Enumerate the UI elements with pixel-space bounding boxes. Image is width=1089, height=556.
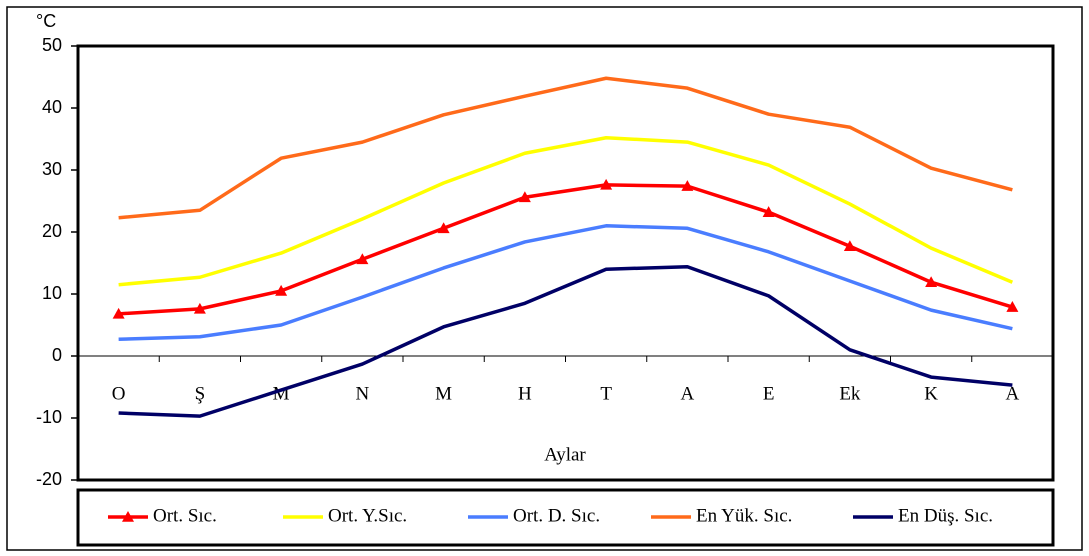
plot-area xyxy=(76,44,1055,482)
x-tick-label: Ş xyxy=(195,383,206,404)
x-tick-label: K xyxy=(924,383,938,404)
y-tick-label: 30 xyxy=(42,159,62,179)
x-tick-label: M xyxy=(435,383,452,404)
point-marker xyxy=(437,222,450,234)
point-marker xyxy=(762,206,775,217)
legend-label: En Yük. Sıc. xyxy=(696,505,792,526)
y-tick-label: 0 xyxy=(52,345,62,365)
x-tick-label: A xyxy=(1006,383,1020,404)
legend-marker xyxy=(122,511,134,522)
y-unit-label: °C xyxy=(36,11,56,31)
y-tick-label: -20 xyxy=(36,469,62,489)
legend-label: Ort. Y.Sıc. xyxy=(328,505,407,526)
series-line xyxy=(118,264,1013,418)
point-marker xyxy=(275,284,288,296)
x-tick-label: A xyxy=(681,383,695,404)
legend-label: Ort. D. Sıc. xyxy=(513,505,600,526)
series-line xyxy=(118,136,1014,287)
y-tick-label: 20 xyxy=(42,221,62,241)
legend-label: Ort. Sıc. xyxy=(153,505,217,526)
x-tick-label: T xyxy=(600,383,612,404)
legend-label: En Düş. Sıc. xyxy=(898,505,993,526)
point-marker xyxy=(681,180,694,191)
point-marker xyxy=(518,191,531,203)
y-tick-label: 50 xyxy=(42,35,62,55)
y-tick-label: -10 xyxy=(36,407,62,427)
point-marker xyxy=(193,302,206,314)
x-tick-label: Ek xyxy=(839,383,861,404)
point-marker xyxy=(1006,301,1019,312)
point-marker xyxy=(356,253,369,265)
series-line xyxy=(118,183,1013,316)
x-tick-label: N xyxy=(356,383,370,404)
y-tick-label: 10 xyxy=(42,283,62,303)
y-tick-label: 40 xyxy=(42,97,62,117)
x-tick-label: O xyxy=(112,383,126,404)
point-marker xyxy=(925,276,938,288)
point-marker xyxy=(843,240,856,252)
x-tick-label: E xyxy=(763,383,775,404)
x-axis-label: Aylar xyxy=(544,444,586,465)
point-marker xyxy=(600,178,613,190)
x-tick-label: H xyxy=(518,383,532,404)
point-marker xyxy=(112,307,125,319)
series-line xyxy=(118,224,1013,342)
series-line xyxy=(118,76,1013,220)
